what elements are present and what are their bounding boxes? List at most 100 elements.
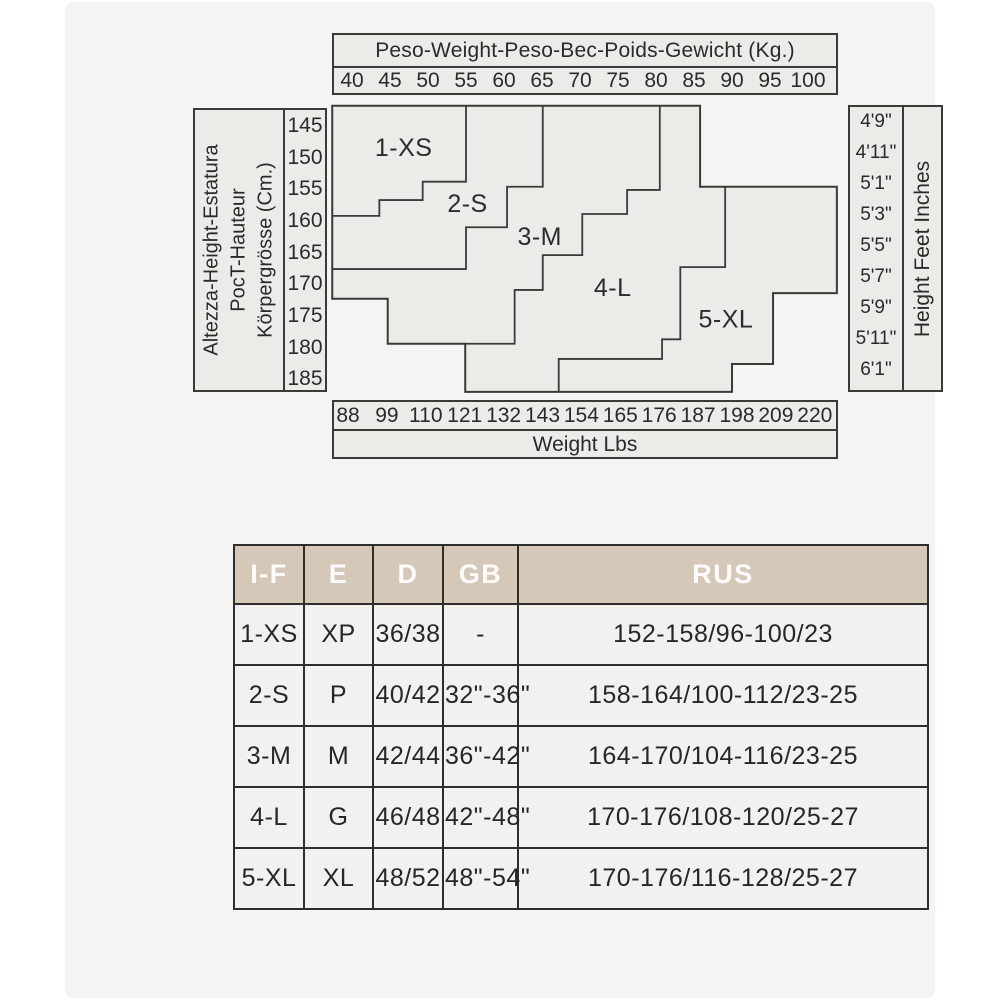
height-cm-axis-box: Altezza-Height-Estatura PocT-Hauteur Kör… <box>193 108 327 392</box>
region-label-3-m: 3-M <box>517 223 562 251</box>
weight-kg-ticks: 40 45 50 55 60 65 70 75 80 85 90 95 100 <box>334 68 836 95</box>
height-feet-axis-title: Height Feet Inches <box>910 160 934 337</box>
boundary-3-m-4-l <box>465 105 661 345</box>
cell-gb: 48"-54" <box>442 847 530 910</box>
kg-tick-90: 90 <box>720 69 744 92</box>
cell-e: XL <box>303 847 374 910</box>
lbs-tick-198: 198 <box>719 404 755 427</box>
region-label-1-xs: 1-XS <box>375 134 433 162</box>
cell-gb: - <box>442 603 519 666</box>
feet-tick-5-9-: 5'9" <box>860 297 892 318</box>
kg-tick-100: 100 <box>790 69 826 92</box>
height-axis-title-line3: Körpergrösse (Cm.) <box>254 162 277 338</box>
cm-tick-150: 150 <box>287 145 323 169</box>
lbs-tick-110: 110 <box>409 404 443 427</box>
size-chart-card: 1-XS 2-S 3-M 4-L 5-XL Peso-Weight-Peso-Bec-P… <box>65 2 943 998</box>
cm-tick-170: 170 <box>287 272 323 296</box>
kg-tick-50: 50 <box>416 69 440 92</box>
lbs-tick-176: 176 <box>641 404 677 427</box>
cm-tick-175: 175 <box>287 303 323 327</box>
cell-size: 4-L <box>233 786 305 849</box>
region-label-4-l: 4-L <box>594 274 632 302</box>
height-cm-axis-title: Altezza-Height-Estatura PocT-Hauteur Kör… <box>199 110 280 390</box>
cell-d: 42/44 <box>372 725 444 788</box>
cell-d: 46/48 <box>372 786 444 849</box>
table-row: 5-XL XL 48/52 48"-54" 170-176/116-128/25… <box>233 847 929 910</box>
feet-tick-5-3-: 5'3" <box>860 204 892 225</box>
cell-d: 36/38 <box>372 603 444 666</box>
cell-e: P <box>303 664 374 727</box>
feet-tick-4-9-: 4'9" <box>860 111 892 132</box>
weight-lbs-ticks: 88 99 110 121 132 143 154 165 176 187 198 209 220 <box>334 402 836 431</box>
table-row: 3-M M 42/44 36"-42" 164-170/104-116/23-2… <box>233 725 929 788</box>
size-region-chart: 1-XS 2-S 3-M 4-L 5-XL <box>331 104 838 393</box>
kg-tick-40: 40 <box>340 69 364 92</box>
cell-size: 1-XS <box>233 603 305 666</box>
cell-rus: 152-158/96-100/23 <box>517 603 929 666</box>
feet-tick-6-1-: 6'1" <box>860 359 892 380</box>
region-label-2-s: 2-S <box>447 190 487 218</box>
lbs-tick-88: 88 <box>336 404 360 427</box>
cell-rus: 170-176/108-120/25-27 <box>517 786 929 849</box>
cell-size: 3-M <box>233 725 305 788</box>
feet-tick-5-5-: 5'5" <box>860 235 892 256</box>
cell-d: 40/42 <box>372 664 444 727</box>
table-header-row: I-F E D GB RUS <box>233 544 929 605</box>
cm-tick-160: 160 <box>287 208 323 232</box>
weight-lbs-axis-box: 88 99 110 121 132 143 154 165 176 187 198 209 220 We… <box>332 400 838 459</box>
feet-tick-5-7-: 5'7" <box>860 266 892 287</box>
table-row: 4-L G 46/48 42"-48" 170-176/108-120/25-2… <box>233 786 929 849</box>
lbs-tick-132: 132 <box>486 404 522 427</box>
col-header-d: D <box>372 544 444 605</box>
height-feet-axis-box: 4'9" 4'11" 5'1" 5'3" 5'5" 5'7" 5'9" 5'11" 6'1" H… <box>848 105 943 392</box>
kg-tick-45: 45 <box>378 69 402 92</box>
boundary-2-s-3-m <box>332 105 544 270</box>
cell-rus: 158-164/100-112/23-25 <box>517 664 929 727</box>
chart-outline <box>331 104 838 393</box>
cell-gb: 32"-36" <box>442 664 530 727</box>
cell-d: 48/52 <box>372 847 444 910</box>
col-header-gb: GB <box>442 544 519 605</box>
boundary-4-l-5-xl <box>557 186 727 392</box>
lbs-tick-209: 209 <box>758 404 794 427</box>
cm-tick-185: 185 <box>287 367 323 391</box>
cell-size: 2-S <box>233 664 305 727</box>
kg-tick-75: 75 <box>606 69 630 92</box>
cell-gb: 36"-42" <box>442 725 530 788</box>
lbs-tick-99: 99 <box>375 404 399 427</box>
cell-rus: 164-170/104-116/23-25 <box>517 725 929 788</box>
boundary-1-xs-2-s <box>332 105 467 217</box>
cm-tick-165: 165 <box>287 240 323 264</box>
weight-kg-axis-title: Peso-Weight-Peso-Bec-Poids-Gewicht (Kg.) <box>334 35 836 68</box>
table-row: 1-XS XP 36/38 - 152-158/96-100/23 <box>233 603 929 666</box>
cell-e: XP <box>303 603 374 666</box>
weight-lbs-axis-title: Weight Lbs <box>532 433 638 456</box>
feet-tick-5-11-: 5'11" <box>855 328 897 349</box>
height-axis-title-line1: Altezza-Height-Estatura <box>200 144 223 356</box>
cell-gb: 42"-48" <box>442 786 530 849</box>
table-row: 2-S P 40/42 32"-36" 158-164/100-112/23-2… <box>233 664 929 727</box>
height-axis-title-line2: PocT-Hauteur <box>227 188 250 312</box>
region-label-5-xl: 5-XL <box>699 306 754 334</box>
lbs-tick-154: 154 <box>563 404 599 427</box>
feet-tick-5-1-: 5'1" <box>860 173 892 194</box>
col-header-rus: RUS <box>517 544 929 605</box>
kg-tick-70: 70 <box>568 69 592 92</box>
feet-tick-4-11-: 4'11" <box>855 142 897 163</box>
kg-tick-80: 80 <box>644 69 668 92</box>
height-feet-axis-label-area: Height Feet Inches <box>904 107 941 390</box>
lbs-tick-121: 121 <box>447 404 483 427</box>
kg-tick-95: 95 <box>758 69 782 92</box>
cell-e: M <box>303 725 374 788</box>
cell-rus: 170-176/116-128/25-27 <box>517 847 929 910</box>
lbs-tick-165: 165 <box>602 404 638 427</box>
cell-e: G <box>303 786 374 849</box>
kg-tick-65: 65 <box>530 69 554 92</box>
height-feet-ticks: 4'9" 4'11" 5'1" 5'3" 5'5" 5'7" 5'9" 5'11" 6'1" <box>850 107 904 390</box>
cm-tick-155: 155 <box>287 177 323 201</box>
height-cm-ticks: 145 150 155 160 165 170 175 180 185 <box>285 110 325 390</box>
size-conversion-table: I-F E D GB RUS 1-XS XP 36/38 - 152-158/9… <box>233 544 929 910</box>
cm-tick-145: 145 <box>287 114 323 137</box>
lbs-tick-143: 143 <box>524 404 561 427</box>
height-cm-axis-label-area: Altezza-Height-Estatura PocT-Hauteur Kör… <box>195 110 285 390</box>
